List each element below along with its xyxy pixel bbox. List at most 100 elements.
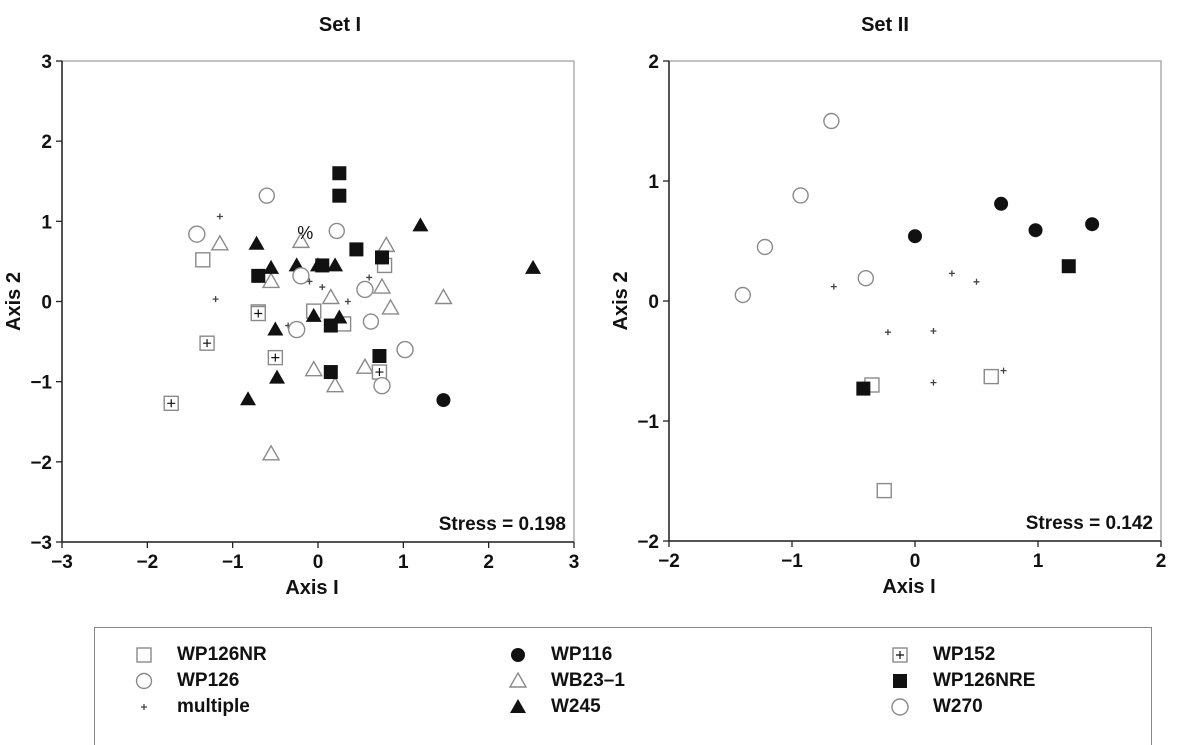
x-axis-label: Axis I: [882, 576, 935, 598]
x-tick-label: −2: [658, 551, 680, 572]
data-point: [261, 272, 281, 289]
legend-marker: [136, 647, 152, 663]
legend-marker: [135, 672, 153, 690]
series-W270: [188, 225, 414, 395]
series-WP126NRE: [251, 166, 389, 380]
y-tick-label: 3: [41, 52, 52, 73]
data-point: [830, 283, 837, 290]
x-tick-label: −1: [781, 551, 803, 572]
legend-marker: [893, 674, 907, 688]
legend-label: WP126: [177, 670, 240, 691]
legend-item: WP126: [131, 668, 267, 694]
data-point: [325, 376, 345, 393]
legend-marker-shape: [892, 647, 908, 663]
data-point: [355, 357, 375, 374]
data-point: [332, 188, 347, 203]
data-point: [212, 296, 219, 303]
data-point: [305, 307, 322, 322]
data-point: [1061, 259, 1076, 274]
series-WP126NRE: [856, 259, 1076, 396]
data-point: [258, 187, 275, 204]
figure: Set I −3 −2 −1 0 1 2 3 −3 −2 −1 0 1 2 3 Axis I Axis 2% St…: [3, 14, 1166, 599]
plot-frame: [61, 60, 575, 543]
panel-set-1: Set I −3 −2 −1 0 1 2 3 −3 −2 −1 0 1 2 3 Axis I Axis 2% St…: [3, 14, 579, 599]
stress-value: Stress = 0.198: [439, 514, 566, 535]
series-WP152: [163, 305, 388, 412]
data-point: [323, 318, 338, 333]
panel-set-2: Set II −2 −1 0 1 2 −2 −1 0 1 2 Axis I Axis 2 Stress =…: [610, 14, 1166, 598]
data-point: [328, 222, 345, 240]
data-point: [323, 365, 338, 380]
y-tick-label: −2: [637, 532, 659, 553]
legend-item: multiple: [131, 694, 267, 720]
series-WP116: [908, 196, 1100, 244]
data-point: [195, 252, 211, 268]
data-point: [372, 349, 387, 364]
data-point: [823, 112, 840, 130]
legend-marker-shape: [891, 698, 909, 716]
legend-label: multiple: [177, 696, 250, 717]
annotation: %: [297, 223, 313, 243]
data-point: [269, 369, 286, 384]
data-point: [876, 482, 892, 499]
stress-value: Stress = 0.142: [1026, 513, 1153, 534]
data-point: [373, 376, 391, 395]
data-point: [930, 328, 937, 334]
y-axis-label: Axis 2: [3, 272, 25, 331]
data-point: [315, 258, 330, 273]
legend-marker: [141, 704, 147, 710]
data-point: [216, 213, 223, 220]
data-point: [371, 364, 388, 380]
data-point: [263, 259, 280, 274]
data-point: [292, 267, 310, 285]
data-point: [884, 329, 891, 336]
legend-marker-shape: [893, 674, 907, 688]
x-tick-label: −2: [136, 552, 158, 573]
chart-title: Set I: [319, 14, 361, 36]
series-WP126: [258, 187, 380, 330]
legend-marker-shape: [510, 699, 526, 713]
x-tick-label: 0: [910, 551, 921, 572]
data-point: [240, 391, 257, 406]
data-point: [525, 259, 542, 274]
series-multiple: [212, 213, 373, 329]
data-point: [908, 229, 922, 244]
data-point: [930, 379, 937, 386]
data-point: [261, 444, 281, 461]
legend-item: W245: [505, 694, 625, 720]
data-point: [362, 313, 380, 330]
data-point: [412, 217, 429, 232]
legend-item: WB23–1: [505, 668, 625, 694]
data-point: [948, 270, 955, 277]
data-point: [375, 250, 389, 265]
data-point: [994, 196, 1009, 211]
data-point: [248, 235, 265, 250]
data-point: [332, 166, 347, 181]
legend-label: W245: [551, 696, 601, 717]
data-point: [291, 231, 311, 249]
data-point: [366, 274, 373, 281]
y-tick-label: −1: [30, 373, 52, 394]
series-WP126NR: [864, 368, 999, 499]
data-point: [973, 278, 980, 285]
data-point: [1000, 367, 1007, 374]
y-tick-label: 1: [41, 212, 52, 233]
series-multiple: [830, 270, 1007, 386]
series-WP126: [734, 112, 874, 304]
legend-label: WB23–1: [551, 670, 625, 691]
data-point: [1085, 217, 1100, 232]
data-point: [250, 305, 266, 322]
y-tick-label: 1: [648, 172, 659, 193]
y-tick-label: 2: [41, 132, 52, 153]
data-point: [344, 298, 351, 305]
y-tick-label: −3: [30, 533, 52, 554]
x-tick-label: 2: [1156, 551, 1167, 572]
x-tick-label: 1: [1033, 551, 1044, 572]
series-WB23–1: [210, 231, 453, 461]
data-point: [856, 381, 871, 396]
data-point: [381, 298, 400, 315]
legend-item: WP116: [505, 642, 625, 668]
legend-marker: [891, 698, 909, 716]
series-WP116: [436, 393, 451, 408]
legend-label: WP126NRE: [933, 670, 1036, 691]
